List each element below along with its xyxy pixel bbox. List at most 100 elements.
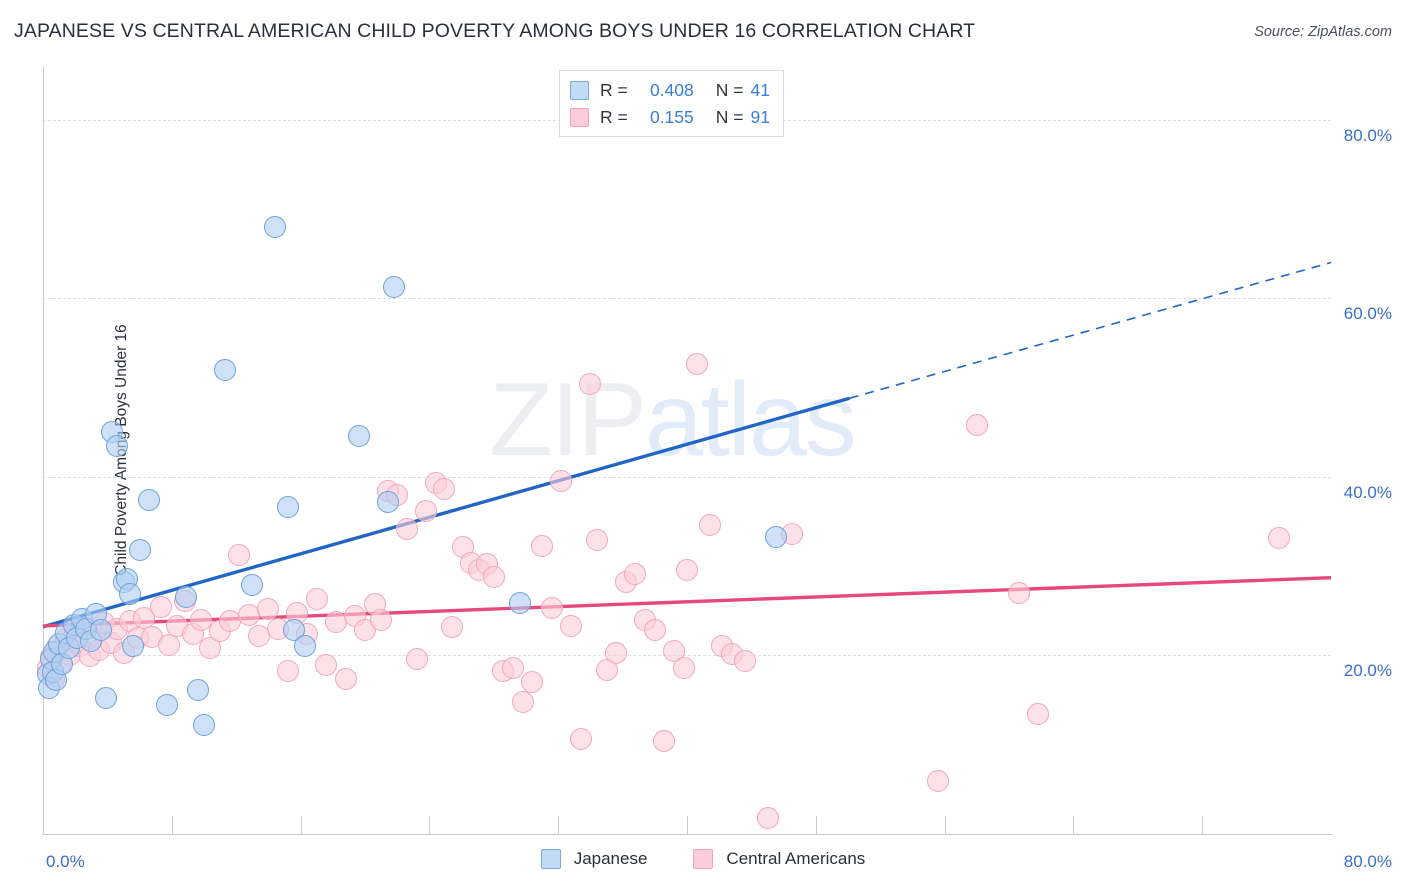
- data-point[interactable]: [756, 806, 779, 829]
- data-point[interactable]: [175, 586, 198, 609]
- data-point[interactable]: [276, 496, 299, 519]
- data-point[interactable]: [624, 563, 647, 586]
- data-point[interactable]: [405, 647, 428, 670]
- x-axis-tick: [1202, 816, 1204, 834]
- trend-lines: [42, 261, 1332, 629]
- japanese-legend-swatch-icon: [540, 849, 561, 869]
- data-point[interactable]: [334, 667, 357, 690]
- data-point[interactable]: [685, 353, 708, 376]
- data-point[interactable]: [294, 634, 317, 657]
- correlation-stats-box: R = 0.408 N = 41 R = 0.155 N = 91: [559, 70, 784, 137]
- data-point[interactable]: [376, 490, 399, 513]
- stats-r-key-central-americans: R =: [600, 106, 628, 127]
- data-point[interactable]: [128, 539, 151, 562]
- data-point[interactable]: [395, 518, 418, 541]
- stats-n-key-central-americans: N =: [715, 106, 744, 127]
- data-point[interactable]: [106, 435, 129, 458]
- data-point[interactable]: [432, 478, 455, 501]
- data-point[interactable]: [672, 656, 695, 679]
- data-point[interactable]: [502, 656, 525, 679]
- data-point[interactable]: [1007, 581, 1030, 604]
- data-point[interactable]: [550, 470, 573, 493]
- data-point[interactable]: [213, 358, 236, 381]
- stats-r-key-japanese: R =: [600, 79, 628, 100]
- y-axis-line: [43, 66, 44, 834]
- data-point[interactable]: [531, 535, 554, 558]
- data-point[interactable]: [1026, 703, 1049, 726]
- x-axis-tick: [815, 816, 817, 834]
- data-point[interactable]: [927, 770, 950, 793]
- japanese-trendline: [42, 396, 851, 629]
- data-point[interactable]: [643, 619, 666, 642]
- data-point[interactable]: [315, 654, 338, 677]
- data-point[interactable]: [370, 608, 393, 631]
- data-point[interactable]: [482, 565, 505, 588]
- data-point[interactable]: [653, 730, 676, 753]
- plot-area: ZIPatlas: [36, 66, 1332, 834]
- data-point[interactable]: [508, 591, 531, 614]
- data-point[interactable]: [186, 679, 209, 702]
- data-point[interactable]: [241, 573, 264, 596]
- data-point[interactable]: [560, 614, 583, 637]
- x-axis-tick: [944, 816, 946, 834]
- x-axis-tick-label-max: 80.0%: [1343, 852, 1392, 871]
- stats-n-value-central-americans: 91: [750, 106, 770, 127]
- data-point[interactable]: [1268, 526, 1291, 549]
- data-point[interactable]: [155, 693, 178, 716]
- data-point[interactable]: [733, 649, 756, 672]
- data-point[interactable]: [521, 671, 544, 694]
- stats-row-japanese: R = 0.408 N = 41: [570, 78, 770, 102]
- data-point[interactable]: [579, 372, 602, 395]
- data-point[interactable]: [94, 687, 117, 710]
- source-attribution: Source: ZipAtlas.com: [1254, 24, 1392, 40]
- data-point[interactable]: [605, 641, 628, 664]
- data-point[interactable]: [585, 529, 608, 552]
- data-point[interactable]: [540, 597, 563, 620]
- legend-label-central-americans: Central Americans: [726, 849, 866, 868]
- stats-r-value-central-americans: 0.155: [649, 106, 694, 127]
- data-point[interactable]: [382, 276, 405, 299]
- data-point[interactable]: [764, 525, 787, 548]
- legend-item-japanese[interactable]: Japanese: [540, 849, 648, 869]
- stats-n-value-japanese: 41: [750, 79, 770, 100]
- data-point[interactable]: [440, 615, 463, 638]
- legend-label-japanese: Japanese: [573, 849, 648, 868]
- y-axis-title-wrap: Child Poverty Among Boys Under 16: [4, 66, 130, 834]
- data-point[interactable]: [698, 514, 721, 536]
- data-point[interactable]: [676, 558, 698, 581]
- data-point[interactable]: [263, 215, 286, 238]
- data-point[interactable]: [89, 619, 112, 642]
- data-point[interactable]: [193, 714, 215, 737]
- central-americans-swatch-icon: [570, 107, 589, 127]
- data-point[interactable]: [415, 499, 438, 522]
- data-point[interactable]: [305, 588, 328, 611]
- stats-row-central-americans: R = 0.155 N = 91: [570, 105, 770, 129]
- data-point[interactable]: [149, 596, 172, 619]
- y-axis-tick-label: 80.0%: [1343, 125, 1392, 145]
- data-point[interactable]: [157, 633, 180, 656]
- data-point[interactable]: [228, 544, 251, 567]
- y-axis-tick-label: 60.0%: [1343, 304, 1392, 324]
- x-axis-tick: [300, 816, 302, 834]
- data-point[interactable]: [138, 489, 161, 511]
- x-axis-tick: [687, 816, 688, 834]
- gridline: [43, 655, 1331, 657]
- central-americans-legend-swatch-icon: [693, 849, 714, 869]
- data-point[interactable]: [965, 413, 988, 436]
- data-point[interactable]: [569, 728, 592, 751]
- legend-item-central-americans[interactable]: Central Americans: [693, 849, 865, 869]
- data-point[interactable]: [276, 660, 299, 683]
- data-point[interactable]: [511, 690, 534, 713]
- x-axis-line: [43, 834, 1332, 835]
- data-point[interactable]: [189, 608, 212, 631]
- data-point[interactable]: [122, 634, 145, 657]
- x-axis-tick: [171, 816, 173, 834]
- data-point[interactable]: [347, 424, 370, 447]
- japanese-swatch-icon: [570, 80, 589, 100]
- x-axis-tick: [558, 816, 560, 834]
- data-point[interactable]: [257, 597, 280, 620]
- series-legend: Japanese Central Americans: [0, 849, 1406, 869]
- x-axis-tick-label-min: 0.0%: [46, 852, 85, 871]
- data-point[interactable]: [118, 582, 141, 605]
